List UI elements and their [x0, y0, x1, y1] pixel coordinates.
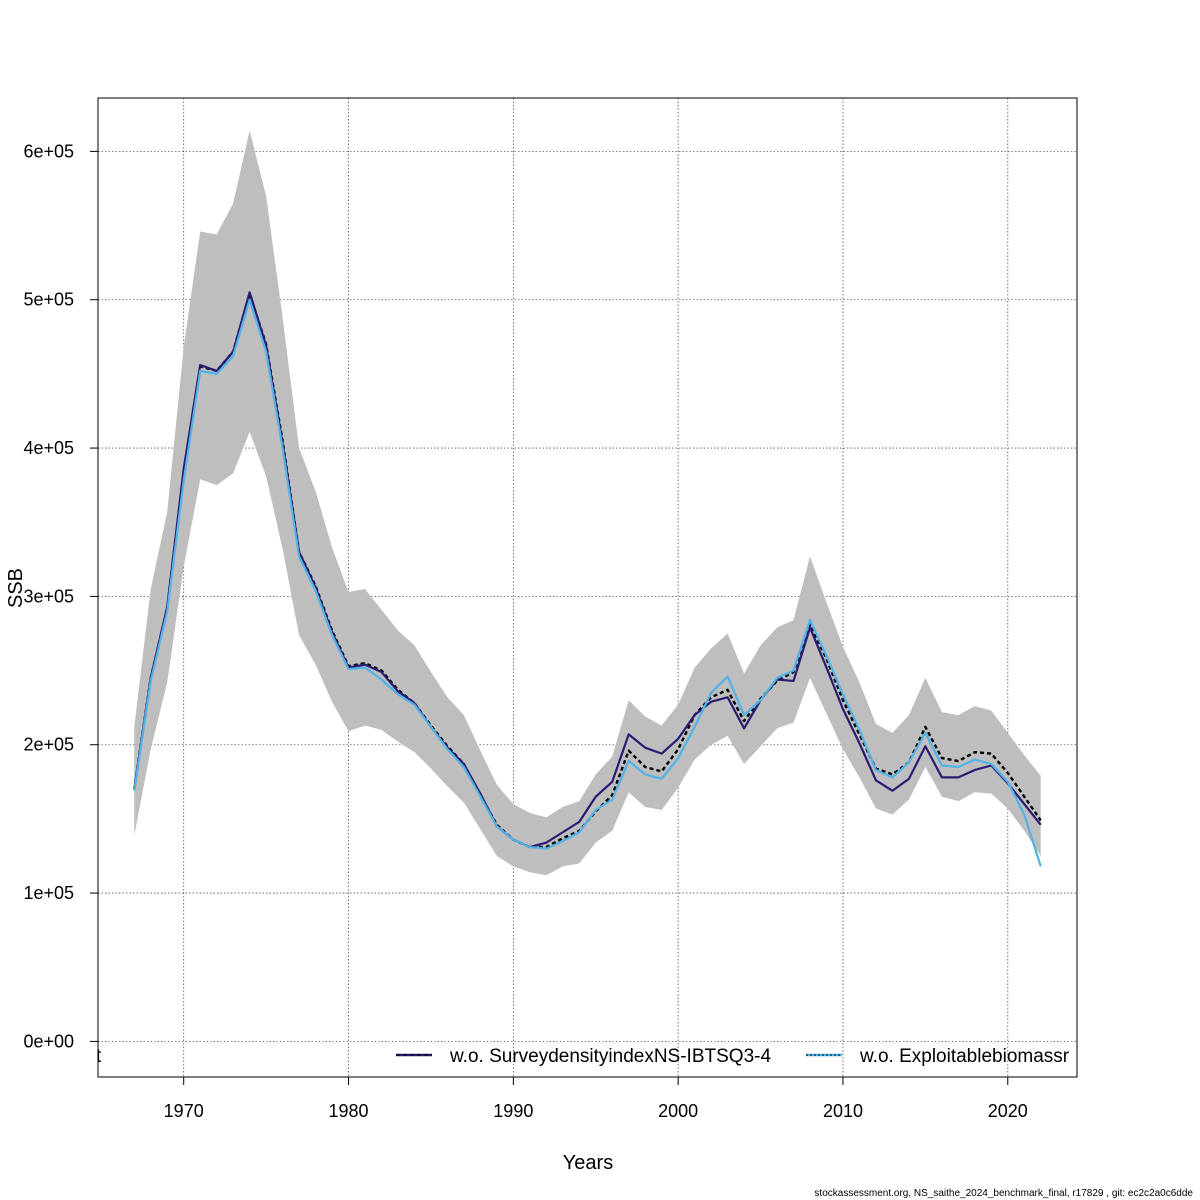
legend-clipped-fragment: t: [96, 1046, 102, 1067]
x-tick-label: 1970: [164, 1101, 204, 1121]
x-axis: 1970 1980 1990 2000 2010 2020: [164, 1077, 1028, 1121]
plot-frame: [97, 97, 1078, 1078]
y-tick-label: 4e+05: [23, 438, 74, 458]
x-axis-title: Years: [563, 1152, 613, 1174]
y-axis: 0e+00 1e+05 2e+05 3e+05 4e+05 5e+05 6e+05: [23, 141, 98, 1051]
footer-credit: stockassessment.org, NS_saithe_2024_benc…: [814, 1188, 1193, 1199]
grid: [98, 98, 1077, 1077]
y-tick-label: 1e+05: [23, 883, 74, 903]
y-tick-label: 2e+05: [23, 735, 74, 755]
legend-label-exploitable: w.o. Exploitablebiomassr: [859, 1046, 1070, 1067]
x-tick-label: 2000: [658, 1101, 698, 1121]
x-tick-label: 2020: [988, 1101, 1028, 1121]
y-tick-label: 0e+00: [23, 1031, 74, 1051]
x-tick-label: 1990: [493, 1101, 533, 1121]
series-lines: [133, 291, 1042, 867]
y-tick-label: 3e+05: [23, 586, 74, 606]
legend: t w.o. SurveydensityindexNS-IBTSQ3-4 w.o…: [96, 1046, 1070, 1067]
legend-label-survey: w.o. SurveydensityindexNS-IBTSQ3-4: [449, 1046, 771, 1067]
x-tick-label: 2010: [823, 1101, 863, 1121]
y-tick-label: 6e+05: [23, 141, 74, 161]
y-axis-title: SSB: [5, 568, 27, 608]
confidence-band-area: [134, 130, 1041, 876]
confidence-band: [134, 130, 1041, 876]
series-line-without-exploitable: [133, 298, 1042, 867]
x-tick-label: 1980: [328, 1101, 368, 1121]
y-tick-label: 5e+05: [23, 290, 74, 310]
